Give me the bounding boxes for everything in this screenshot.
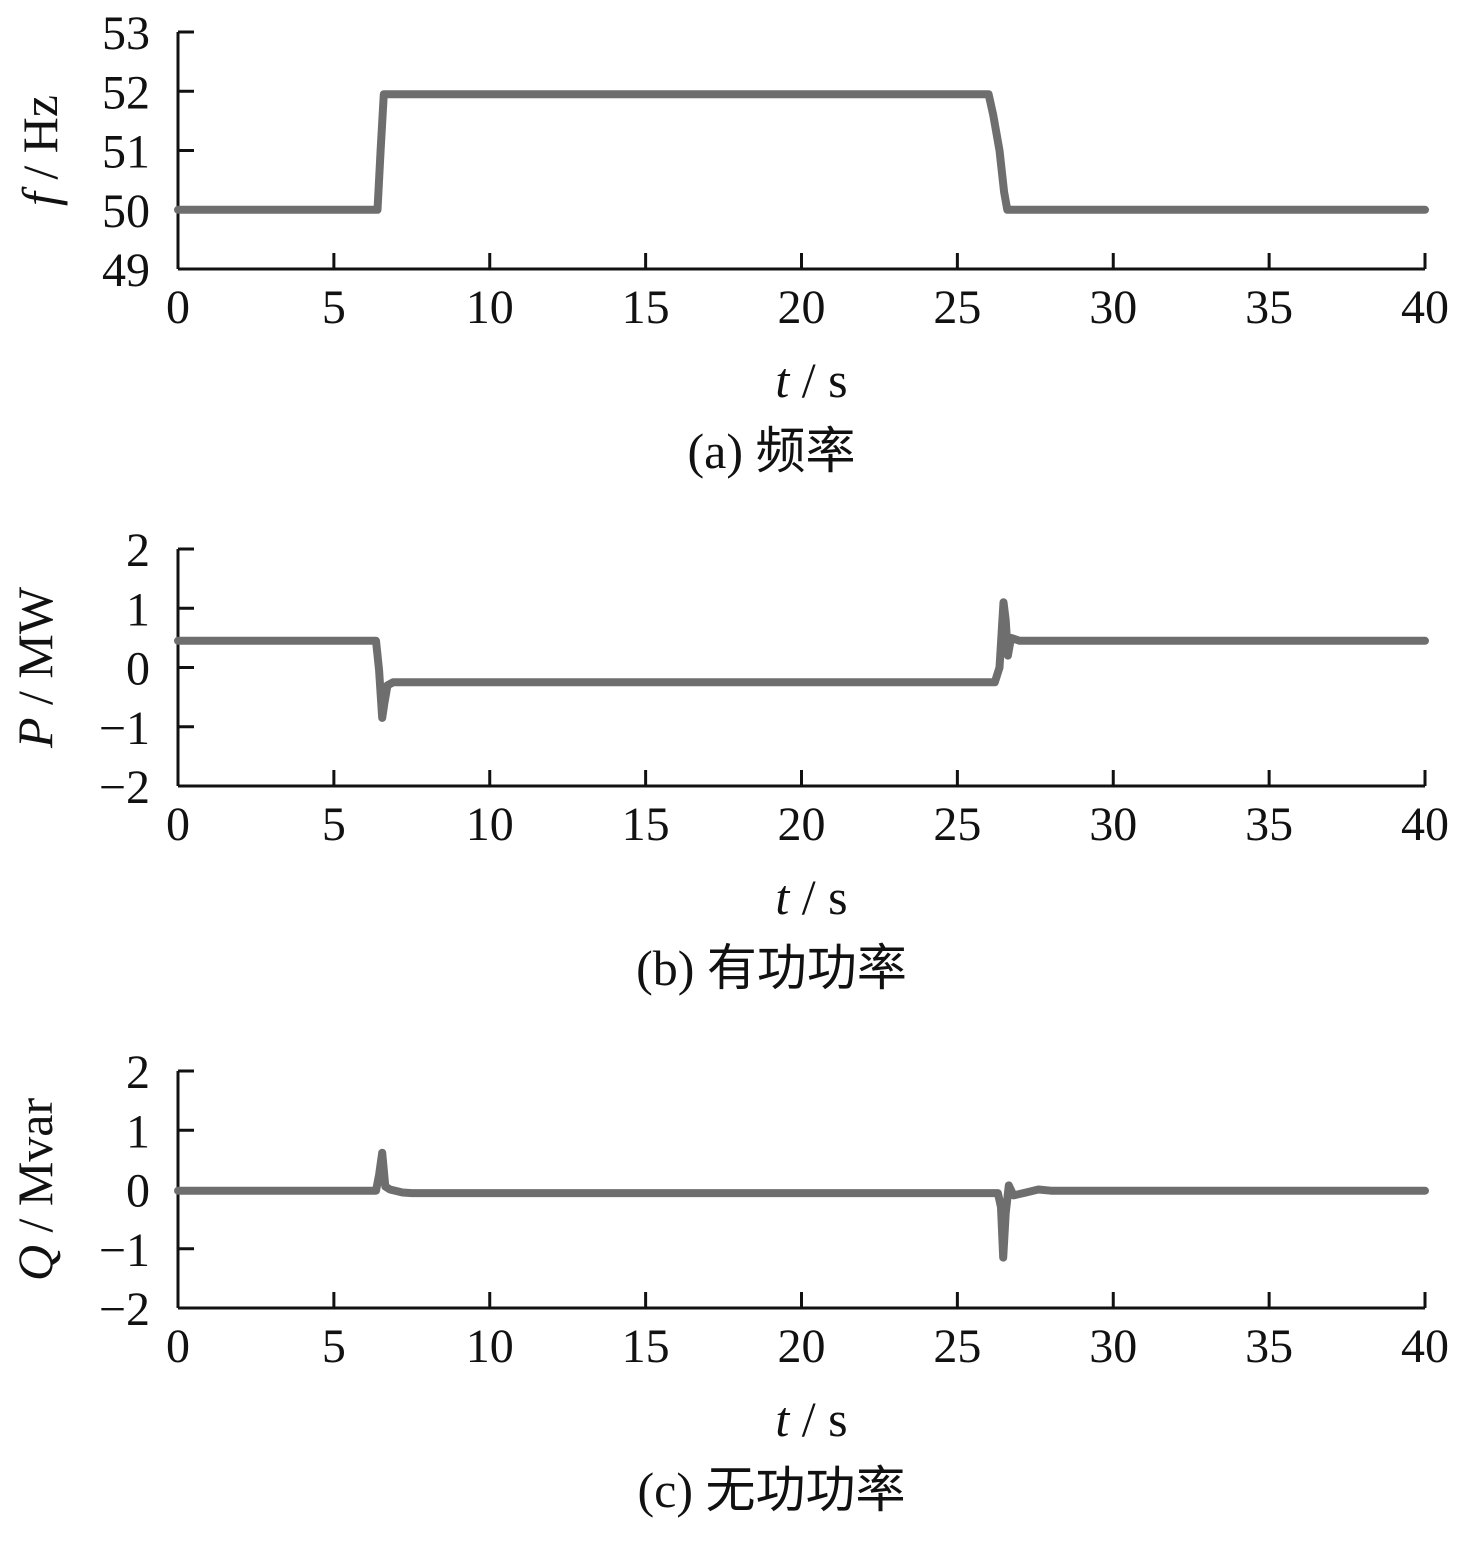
- y-tick-label: −2: [99, 761, 150, 814]
- y-axis-label: f / Hz: [12, 95, 68, 206]
- x-tick-label: 30: [1089, 1320, 1137, 1373]
- x-axis-label-var: t: [775, 869, 790, 925]
- y-tick-label: 1: [126, 1105, 150, 1158]
- x-tick-label: 0: [166, 1320, 190, 1373]
- x-axis-label-unit: / s: [789, 352, 847, 408]
- x-tick-label: 0: [166, 798, 190, 851]
- x-tick-label: 0: [166, 281, 190, 334]
- x-tick-label: 35: [1245, 281, 1293, 334]
- y-tick-label: 52: [102, 66, 150, 119]
- y-axis-label: Q / Mvar: [7, 1098, 63, 1282]
- x-tick-label: 20: [778, 798, 826, 851]
- y-axis-label-var: P: [7, 718, 63, 750]
- x-tick-label: 40: [1401, 281, 1449, 334]
- x-axis-label: t / s: [775, 352, 847, 408]
- x-tick-label: 25: [933, 281, 981, 334]
- x-tick-label: 30: [1089, 281, 1137, 334]
- x-tick-label: 10: [466, 1320, 514, 1373]
- y-tick-label: 53: [102, 7, 150, 60]
- y-tick-label: −1: [99, 702, 150, 755]
- x-tick-label: 5: [322, 281, 346, 334]
- x-axis-label-var: t: [775, 352, 790, 408]
- y-axis-label-var: Q: [7, 1245, 63, 1281]
- series-line: [174, 1148, 1429, 1262]
- x-tick-label: 35: [1245, 1320, 1293, 1373]
- y-tick-label: 1: [126, 583, 150, 636]
- x-tick-label: 15: [622, 798, 670, 851]
- y-tick-label: 49: [102, 244, 150, 297]
- x-tick-label: 20: [778, 1320, 826, 1373]
- panel-b-active-power: 0 5 10 15 20 25 30 35 40 −2 −1 0 1 2 t / s P / MW (b) 有功…: [7, 524, 1449, 996]
- panel-caption: (c) 无功功率: [638, 1462, 906, 1518]
- y-axis-label-unit: / MW: [7, 586, 63, 717]
- y-tick-label: 50: [102, 185, 150, 238]
- x-tick-label: 35: [1245, 798, 1293, 851]
- series-line: [174, 90, 1429, 214]
- x-axis-label: t / s: [775, 869, 847, 925]
- x-tick-label: 25: [933, 1320, 981, 1373]
- y-tick-label: 51: [102, 126, 150, 179]
- x-tick-label: 10: [466, 798, 514, 851]
- x-axis-label-var: t: [775, 1391, 790, 1447]
- x-tick-label: 10: [466, 281, 514, 334]
- x-tick-label: 40: [1401, 1320, 1449, 1373]
- x-tick-label: 40: [1401, 798, 1449, 851]
- x-tick-label: 5: [322, 798, 346, 851]
- x-tick-label: 15: [622, 1320, 670, 1373]
- y-axis-label-unit: / Hz: [12, 95, 68, 192]
- panel-c-reactive-power: 0 5 10 15 20 25 30 35 40 −2 −1 0 1 2 t / s Q / Mvar (c) …: [7, 1046, 1449, 1518]
- x-tick-label: 25: [933, 798, 981, 851]
- y-tick-label: −1: [99, 1224, 150, 1277]
- y-tick-label: 0: [126, 643, 150, 696]
- x-axis-label-unit: / s: [789, 869, 847, 925]
- series-line: [174, 598, 1429, 722]
- x-axis-label: t / s: [775, 1391, 847, 1447]
- x-tick-label: 30: [1089, 798, 1137, 851]
- panel-caption: (b) 有功功率: [636, 940, 907, 996]
- x-tick-label: 20: [778, 281, 826, 334]
- x-tick-label: 5: [322, 1320, 346, 1373]
- panel-caption: (a) 频率: [688, 423, 856, 479]
- x-axis-label-unit: / s: [789, 1391, 847, 1447]
- panel-a-frequency: 0 5 10 15 20 25 30 35 40 49 50 51 52 53 t / s f / Hz (a)…: [12, 7, 1449, 479]
- y-tick-label: 0: [126, 1165, 150, 1218]
- y-axis-label-unit: / Mvar: [7, 1098, 63, 1246]
- y-axis-label: P / MW: [7, 586, 63, 749]
- y-tick-label: −2: [99, 1283, 150, 1336]
- y-tick-label: 2: [126, 1046, 150, 1099]
- x-tick-label: 15: [622, 281, 670, 334]
- y-tick-label: 2: [126, 524, 150, 577]
